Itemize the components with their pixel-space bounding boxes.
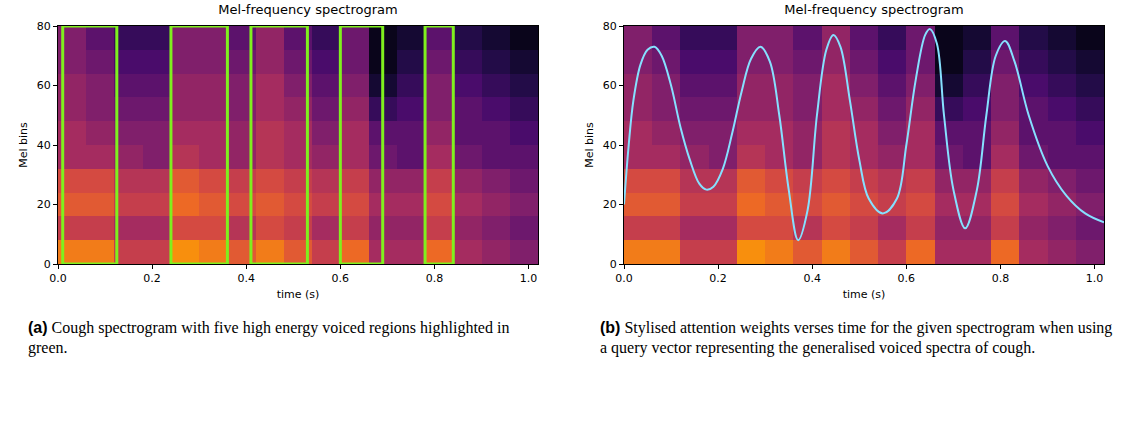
svg-text:0.6: 0.6 (898, 272, 916, 285)
svg-text:0.4: 0.4 (803, 272, 821, 285)
svg-text:80: 80 (603, 20, 617, 33)
svg-text:Mel bins: Mel bins (17, 122, 30, 168)
svg-text:80: 80 (37, 20, 51, 33)
svg-text:1.0: 1.0 (520, 272, 538, 285)
svg-text:Mel-frequency spectrogram: Mel-frequency spectrogram (218, 2, 397, 17)
svg-text:60: 60 (37, 79, 51, 92)
svg-text:40: 40 (603, 139, 617, 152)
svg-text:time (s): time (s) (843, 288, 886, 301)
svg-text:0.6: 0.6 (332, 272, 350, 285)
svg-text:20: 20 (37, 198, 51, 211)
svg-text:0: 0 (44, 258, 51, 271)
svg-text:0: 0 (610, 258, 617, 271)
svg-text:0.0: 0.0 (615, 272, 633, 285)
svg-text:0.8: 0.8 (426, 272, 444, 285)
html-text:(b) Stylised attention weights: (b) Stylised attention weights verses ti… (600, 319, 1113, 356)
html-text:(a) Cough spectrogram with fiv: (a) Cough spectrogram with five high ene… (28, 319, 510, 356)
svg-text:0.4: 0.4 (237, 272, 255, 285)
svg-text:Mel bins: Mel bins (583, 122, 596, 168)
svg-text:1.0: 1.0 (1086, 272, 1104, 285)
svg-text:Mel-frequency spectrogram: Mel-frequency spectrogram (784, 2, 963, 17)
svg-text:20: 20 (603, 198, 617, 211)
svg-text:60: 60 (603, 79, 617, 92)
svg-text:40: 40 (37, 139, 51, 152)
svg-text:0.2: 0.2 (709, 272, 727, 285)
svg-text:0.2: 0.2 (143, 272, 161, 285)
svg-text:0.0: 0.0 (49, 272, 67, 285)
svg-text:0.8: 0.8 (992, 272, 1010, 285)
svg-text:time (s): time (s) (277, 288, 320, 301)
